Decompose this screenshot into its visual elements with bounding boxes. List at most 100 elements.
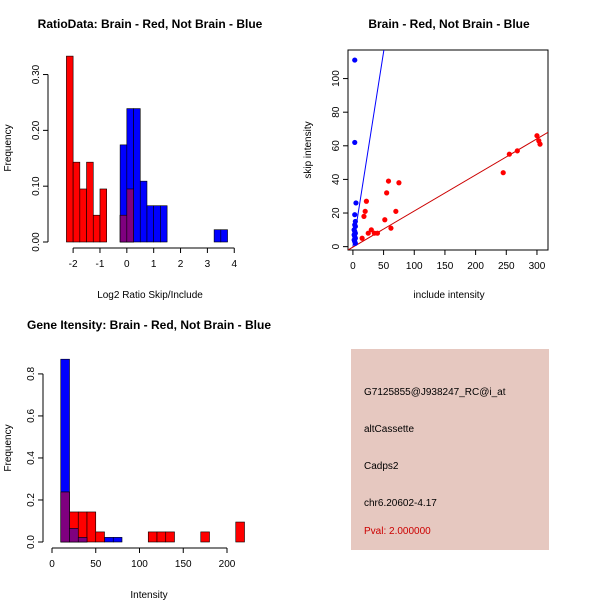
ratio-y-tick-label-2: 0.20 (31, 120, 42, 140)
scatter-y-tick-label-4: 80 (331, 106, 342, 118)
intensity-bar-overlap-2 (77, 537, 88, 543)
scatter-point-red-10 (385, 178, 392, 184)
event-type: altCassette (364, 424, 415, 435)
scatter-point-red-9 (384, 190, 390, 196)
scatter-point-red-0 (359, 235, 365, 241)
probe-id: G7125855@J938247_RC@i_at (364, 387, 506, 398)
intensity-x-tick-label-4: 200 (219, 559, 236, 570)
intensity-bar-overlap-1 (69, 528, 79, 543)
ratio-x-tick-label-2: 0 (124, 259, 130, 270)
intensity-y-tick-label-0: 0.0 (26, 535, 37, 549)
scatter-point-red-7 (374, 230, 381, 236)
intensity-x-label: Intensity (130, 590, 167, 600)
scatter-x-tick-label-6: 300 (529, 261, 546, 272)
scatter-point-red-16 (514, 148, 520, 154)
ratio-bar-red-1 (72, 161, 81, 243)
scatter-point-red-19 (537, 141, 543, 147)
scatter-point-red-3 (363, 198, 370, 204)
ratio-y-tick-label-1: 0.10 (31, 176, 42, 196)
scatter-point-red-14 (500, 170, 506, 176)
scatter-point-blue-2 (353, 200, 359, 206)
scatter-point-red-17 (534, 133, 540, 139)
ratio-x-label: Log2 Ratio Skip/Include (97, 290, 203, 301)
ratio-bar-blue-3 (139, 180, 148, 243)
genomic-location: chr6.20602-4.17 (364, 498, 437, 509)
scatter-y-tick-label-5: 100 (331, 70, 342, 87)
scatter-point-red-12 (393, 208, 399, 214)
intensity-x-tick-label-3: 150 (175, 559, 192, 570)
scatter-point-red-11 (388, 225, 394, 231)
scatter-x-label: include intensity (413, 290, 484, 301)
scatter-point-red-5 (368, 227, 374, 233)
pval-text: Pval: 2.000000 (364, 526, 431, 537)
ratio-x-tick-label-3: 1 (151, 259, 157, 270)
ratio-bar-blue-4 (146, 205, 154, 243)
scatter-point-blue-1 (352, 139, 358, 146)
ratio-bar-overlap-7 (126, 188, 134, 243)
intensity-bar-red-4 (95, 531, 105, 543)
gene-info-panel: G7125855@J938247_RC@i_at altCassette Cad… (351, 349, 549, 550)
ratio-bar-red-3 (86, 161, 94, 243)
intensity-title: Gene Itensity: Brain - Red, Not Brain - … (27, 318, 271, 332)
ratio-x-tick-label-5: 3 (205, 259, 211, 270)
scatter-y-tick-label-0: 0 (331, 243, 342, 249)
ratio-x-tick-label-1: -1 (96, 259, 105, 270)
scatter-point-blue-0 (352, 57, 358, 63)
ratio-bar-blue-8 (220, 229, 228, 243)
scatter-y-tick-label-3: 60 (331, 140, 342, 152)
intensity-y-tick-label-1: 0.2 (26, 493, 37, 507)
intensity-y-tick-label-3: 0.6 (26, 409, 37, 423)
gene-symbol: Cadps2 (364, 461, 399, 472)
intensity-x-tick-label-2: 100 (131, 559, 148, 570)
ratio-x-tick-label-4: 2 (178, 259, 184, 270)
ratio-bar-red-2 (79, 188, 87, 243)
scatter-x-tick-label-1: 50 (378, 261, 390, 272)
scatter-x-tick-label-5: 250 (498, 261, 515, 272)
ratio-bar-blue-6 (160, 205, 168, 243)
scatter-point-red-2 (362, 208, 368, 214)
intensity-bar-red-7 (156, 531, 167, 543)
scatter-plot-box (347, 49, 549, 251)
ratio-x-tick-label-0: -2 (69, 259, 78, 270)
intensity-bar-overlap-0 (60, 491, 70, 543)
ratio-y-tick-label-0: 0.00 (31, 232, 42, 252)
ratio-bar-red-5 (99, 188, 107, 243)
scatter-x-tick-label-4: 200 (467, 261, 484, 272)
scatter-y-tick-label-2: 40 (331, 173, 342, 185)
scatter-point-red-13 (396, 180, 402, 186)
scatter-point-blue-15 (352, 240, 358, 246)
intensity-bar-red-8 (165, 531, 175, 543)
ratio-bar-blue-7 (213, 229, 222, 243)
ratio-bar-red-4 (92, 214, 101, 243)
intensity-y-tick-label-4: 0.8 (26, 367, 37, 381)
scatter-y-label: skip intensity (303, 121, 314, 178)
scatter-x-tick-label-0: 0 (350, 261, 356, 272)
intensity-bar-blue-4 (112, 537, 123, 543)
intensity-y-label: Frequency (3, 424, 14, 471)
scatter-x-tick-label-3: 150 (437, 261, 454, 272)
intensity-bar-red-6 (147, 531, 158, 543)
ratio-x-tick-label-6: 4 (231, 259, 237, 270)
scatter-point-red-15 (506, 151, 512, 157)
scatter-y-tick-label-1: 20 (331, 207, 342, 219)
ratio-bar-blue-2 (133, 108, 141, 243)
scatter-point-red-8 (382, 217, 388, 223)
ratio-y-tick-label-3: 0.30 (31, 64, 42, 84)
scatter-point-red-1 (361, 213, 367, 219)
scatter-fit-line-blue (352, 50, 385, 247)
intensity-y-tick-label-2: 0.4 (26, 451, 37, 465)
ratio-y-label: Frequency (3, 124, 14, 171)
ratio-bar-red-0 (66, 55, 74, 243)
scatter-point-red-4 (365, 230, 371, 236)
intensity-bar-red-9 (200, 531, 210, 543)
intensity-x-tick-label-0: 0 (49, 559, 55, 570)
intensity-bar-blue-3 (104, 537, 114, 543)
scatter-fit-line-red (348, 131, 548, 250)
intensity-x-tick-label-1: 50 (90, 559, 102, 570)
intensity-bar-red-10 (235, 521, 245, 543)
ratio-title: RatioData: Brain - Red, Not Brain - Blue (38, 17, 263, 31)
ratio-bar-overlap-6 (119, 214, 128, 243)
scatter-title: Brain - Red, Not Brain - Blue (368, 17, 530, 31)
ratio-bar-blue-5 (153, 205, 161, 243)
